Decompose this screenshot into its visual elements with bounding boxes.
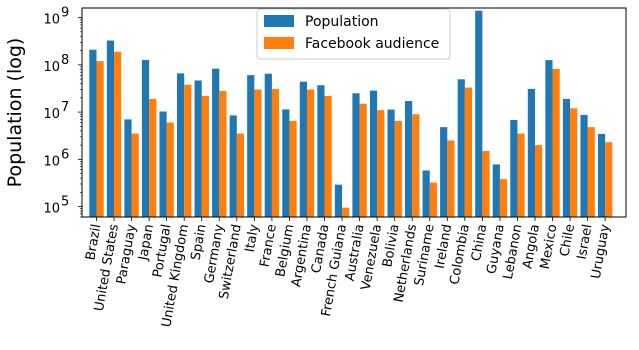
bar-population: [212, 68, 220, 218]
bar-facebook-audience: [587, 127, 595, 217]
bar-facebook-audience: [447, 140, 455, 217]
bar-population: [387, 109, 395, 217]
bar-population: [562, 98, 571, 217]
x-tick-label: Bolivia: [380, 223, 402, 268]
bar-population: [457, 79, 465, 217]
bar-population: [141, 59, 150, 218]
bar-facebook-audience: [570, 108, 578, 217]
bar-population: [422, 170, 430, 217]
legend: Population Facebook audience: [256, 8, 451, 60]
bar-population: [282, 109, 290, 217]
bar-facebook-audience: [236, 133, 245, 217]
bars-layer: [89, 10, 613, 218]
legend-swatch: [264, 37, 294, 49]
bar-population: [510, 119, 518, 217]
bar-population: [89, 49, 97, 217]
x-tick-label: Brazil: [83, 223, 104, 261]
bar-facebook-audience: [131, 133, 139, 217]
bar-population: [475, 10, 483, 217]
y-tick-exponent: 8: [61, 53, 69, 68]
x-tick-label: Italy: [243, 223, 263, 254]
bar-population: [106, 40, 115, 218]
bar-facebook-audience: [412, 114, 420, 217]
x-tick-label: Chile: [558, 223, 578, 258]
bar-population: [440, 127, 448, 217]
x-tick-label: China: [469, 223, 490, 262]
bar-facebook-audience: [429, 182, 437, 217]
x-tick-label: Israel: [575, 223, 596, 261]
y-tick-label: 10: [43, 107, 60, 122]
bar-population: [159, 111, 167, 217]
bar-facebook-audience: [219, 90, 227, 217]
bar-facebook-audience: [517, 133, 525, 217]
bar-population: [334, 184, 343, 217]
y-axis-label: Population (log): [4, 38, 26, 188]
bar-facebook-audience: [114, 51, 122, 218]
y-tick-exponent: 7: [61, 100, 69, 115]
bar-population: [247, 75, 255, 217]
x-tick-label: Spain: [189, 223, 210, 261]
bar-facebook-audience: [201, 95, 209, 217]
bar-facebook-audience: [342, 207, 350, 217]
bar-facebook-audience: [254, 89, 262, 217]
legend-label: Facebook audience: [305, 36, 439, 52]
bar-population: [369, 90, 378, 217]
bar-population: [527, 88, 535, 217]
bar-facebook-audience: [306, 89, 315, 217]
bar-facebook-audience: [482, 150, 490, 217]
bar-population: [580, 114, 588, 217]
bar-facebook-audience: [184, 84, 192, 217]
bar-population: [177, 73, 185, 217]
bar-population: [264, 73, 272, 217]
bar-facebook-audience: [499, 179, 508, 217]
x-tick-label: France: [258, 223, 280, 268]
bar-facebook-audience: [359, 103, 367, 217]
y-tick-exponent: 6: [61, 147, 69, 162]
bar-population: [299, 81, 307, 217]
bar-population: [317, 85, 325, 217]
bar-population: [492, 164, 500, 217]
bar-facebook-audience: [464, 87, 473, 217]
bar-population: [405, 101, 413, 217]
legend-swatch: [264, 15, 294, 27]
y-tick-label: 10: [43, 60, 60, 75]
bar-facebook-audience: [149, 98, 157, 217]
bar-population: [229, 115, 237, 217]
bar-facebook-audience: [271, 88, 280, 217]
bar-facebook-audience: [166, 122, 174, 217]
axes-frame: [81, 7, 627, 218]
y-tick-label: 10: [43, 154, 60, 169]
bar-population: [194, 80, 202, 217]
bar-facebook-audience: [552, 68, 560, 218]
bar-population: [124, 119, 132, 217]
y-tick-label: 10: [43, 202, 60, 217]
legend-label: Population: [305, 14, 379, 30]
legend-box: [256, 8, 451, 60]
bar-facebook-audience: [605, 142, 613, 217]
y-tick-label: 10: [43, 13, 60, 28]
bar-facebook-audience: [394, 120, 402, 217]
bar-population: [352, 93, 360, 217]
bar-population: [597, 133, 606, 217]
y-tick-exponent: 5: [61, 195, 69, 210]
bar-facebook-audience: [96, 61, 104, 218]
bar-population: [545, 60, 553, 218]
x-tick-label: Japan: [136, 223, 157, 262]
bar-facebook-audience: [377, 110, 385, 217]
bar-facebook-audience: [289, 120, 297, 217]
bar-facebook-audience: [324, 95, 332, 217]
y-tick-exponent: 9: [61, 6, 69, 21]
bar-facebook-audience: [535, 145, 543, 217]
